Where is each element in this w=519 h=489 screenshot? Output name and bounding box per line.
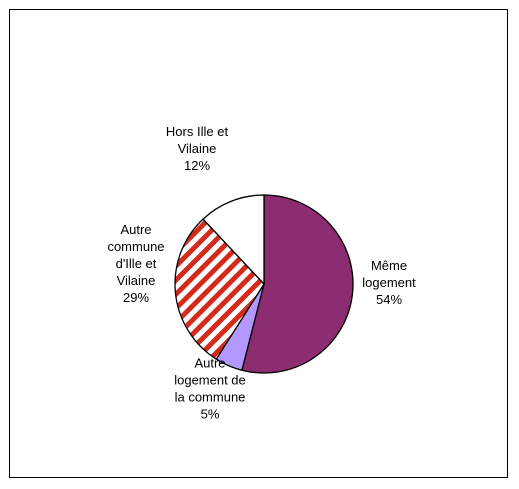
label-autre-commune-ille-vilaine: Autre commune d'Ille et Vilaine 29% xyxy=(107,222,164,305)
percent-label: 12% xyxy=(184,158,210,173)
slice-meme-logement xyxy=(241,194,354,374)
percent-label: 29% xyxy=(123,290,149,305)
category-label-line: commune xyxy=(107,239,164,254)
slice-hors-ille-vilaine xyxy=(202,194,265,286)
category-label-line: la commune xyxy=(175,390,246,405)
category-label-line: Hors Ille et xyxy=(166,124,229,139)
slice-autre-commune-ille-vilaine xyxy=(174,218,265,361)
percent-label: 54% xyxy=(376,292,402,307)
label-autre-logement-commune: Autre logement de la commune 5% xyxy=(174,356,246,422)
category-label-line: d'Ille et xyxy=(116,256,157,271)
category-label-line: Autre xyxy=(194,356,225,371)
label-hors-ille-vilaine: Hors Ille et Vilaine 12% xyxy=(166,124,229,173)
category-label-line: Autre xyxy=(120,222,151,237)
label-meme-logement: Même logement 54% xyxy=(362,258,416,307)
category-label-line: logement xyxy=(362,275,416,290)
category-label-line: Vilaine xyxy=(117,273,156,288)
category-label-line: Même xyxy=(371,258,407,273)
category-label-line: logement de xyxy=(174,373,246,388)
category-label-line: Vilaine xyxy=(178,141,217,156)
percent-label: 5% xyxy=(201,407,220,422)
